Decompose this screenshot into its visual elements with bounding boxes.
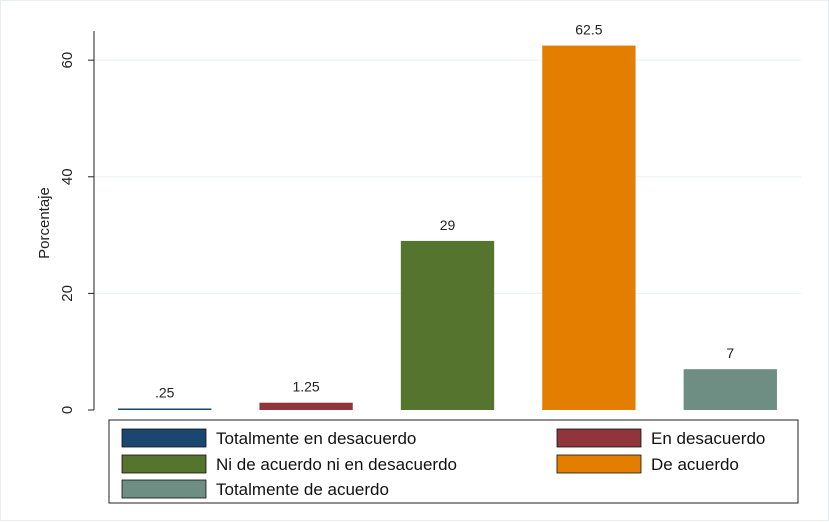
legend-label: De acuerdo: [651, 455, 739, 474]
y-tick-label: 20: [59, 285, 76, 302]
bar-value-label: .25: [155, 385, 175, 401]
bar-value-label: 29: [440, 217, 456, 233]
bar-2: [259, 402, 353, 410]
bar-value-label: 7: [726, 345, 734, 361]
bar-value-label: 62.5: [575, 22, 602, 38]
bar-value-label: 1.25: [292, 379, 319, 395]
legend-entries: Totalmente en desacuerdo En desacuerdo Ni …: [121, 428, 765, 499]
y-tick-label: 40: [59, 168, 76, 185]
y-axis-ticks: 0 20 40 60: [59, 52, 94, 414]
legend-box: [108, 419, 799, 504]
data-labels: .25 1.25 29 62.5 7: [155, 22, 734, 401]
legend-swatch: [121, 454, 207, 474]
legend-label: En desacuerdo: [651, 429, 765, 448]
bar-5: [683, 369, 777, 410]
legend-swatch: [556, 428, 642, 448]
y-axis-label: Porcentaje: [36, 187, 53, 259]
legend-label: Ni de acuerdo ni en desacuerdo: [216, 455, 457, 474]
legend-swatch: [121, 428, 207, 448]
bar-4: [542, 45, 636, 410]
bar-3: [400, 240, 495, 410]
bar-1: [118, 408, 212, 410]
legend-swatch: [121, 479, 207, 499]
legend-label: Totalmente en desacuerdo: [216, 429, 416, 448]
legend-label: Totalmente de acuerdo: [216, 480, 389, 499]
bars: [118, 45, 777, 410]
y-tick-label: 60: [59, 52, 76, 69]
legend: Totalmente en desacuerdo En desacuerdo Ni …: [108, 419, 799, 504]
y-tick-label: 0: [59, 406, 76, 414]
legend-swatch: [556, 454, 642, 474]
